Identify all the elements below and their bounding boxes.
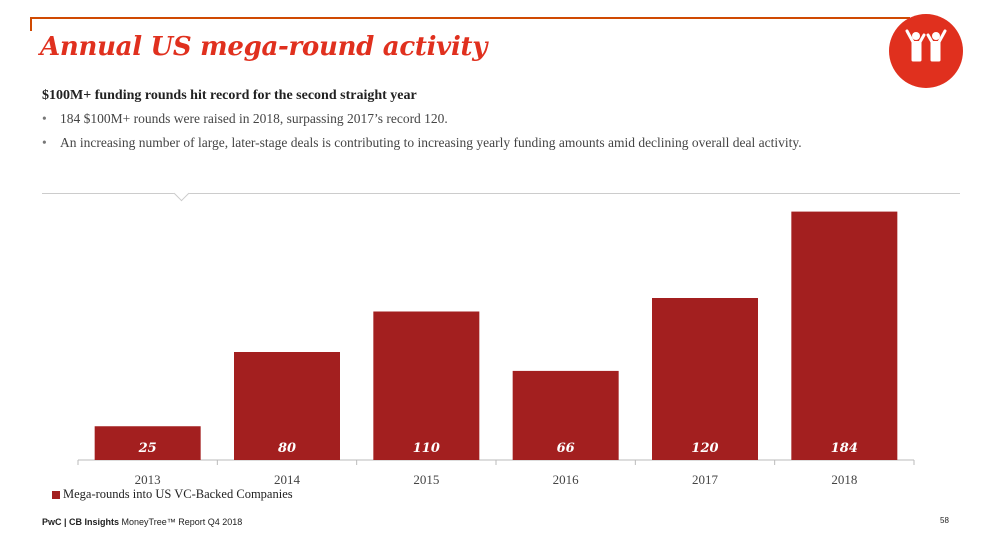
- bar-2015: [373, 311, 480, 460]
- footer-source: PwC | CB Insights MoneyTree™ Report Q4 2…: [42, 517, 242, 527]
- header-rule-corner: [30, 17, 32, 31]
- chart-legend: Mega-rounds into US VC-Backed Companies: [52, 487, 293, 502]
- x-tick-label: 2018: [831, 472, 857, 487]
- section-divider: [42, 193, 960, 194]
- header-rule: [30, 17, 910, 19]
- legend-label: Mega-rounds into US VC-Backed Companies: [63, 487, 293, 501]
- bar-value-label: 110: [413, 441, 440, 456]
- bar-2013: [94, 426, 201, 460]
- bullet-symbol: •: [42, 135, 47, 150]
- bar-value-label: 25: [138, 441, 157, 456]
- page-title: Annual US mega-round activity: [40, 32, 488, 62]
- bar-2016: [512, 370, 619, 460]
- legend-swatch: [52, 490, 60, 499]
- bar-value-label: 184: [831, 441, 858, 456]
- bullet-item: • An increasing number of large, later-st…: [42, 134, 802, 158]
- x-tick-label: 2015: [413, 472, 439, 487]
- people-celebrating-glyph: [905, 29, 947, 62]
- x-tick-label: 2013: [135, 472, 161, 487]
- people-celebrating-icon: [889, 14, 963, 88]
- x-tick-label: 2016: [553, 472, 580, 487]
- bar-2017: [652, 298, 758, 460]
- bullet-item: • 184 $100M+ rounds were raised in 2018, …: [42, 110, 802, 134]
- bar-value-label: 120: [691, 441, 718, 456]
- bullet-text: 184 $100M+ rounds were raised in 2018, s…: [60, 111, 448, 126]
- x-tick-label: 2017: [692, 472, 719, 487]
- x-tick-label: 2014: [274, 472, 301, 487]
- bullet-symbol: •: [42, 111, 47, 126]
- page-number: 58: [940, 516, 949, 525]
- bar-2014: [234, 352, 340, 460]
- footer-brand: PwC | CB Insights: [42, 517, 120, 527]
- bullet-text: An increasing number of large, later-sta…: [60, 135, 802, 150]
- bar-value-label: 66: [557, 441, 575, 456]
- subtitle: $100M+ funding rounds hit record for the…: [42, 88, 417, 103]
- footer-report: MoneyTree™ Report Q4 2018: [119, 517, 243, 527]
- bar-2018: [791, 211, 898, 460]
- bar-value-label: 80: [278, 441, 296, 456]
- bullet-list: • 184 $100M+ rounds were raised in 2018, …: [42, 110, 802, 158]
